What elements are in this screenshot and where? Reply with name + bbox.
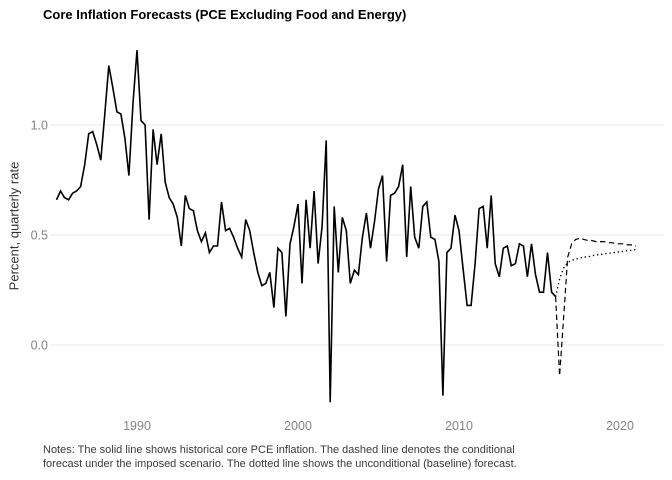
notes-line-2: forecast under the imposed scenario. The… (43, 457, 517, 470)
x-tick-label-2000: 2000 (284, 419, 312, 433)
x-tick-label-2010: 2010 (445, 419, 473, 433)
x-tick-label-1990: 1990 (123, 419, 151, 433)
y-tick-label-0.0: 0.0 (31, 338, 48, 352)
x-tick-label-2020: 2020 (606, 419, 634, 433)
chart-notes: Notes: The solid line shows historical c… (43, 444, 517, 471)
y-tick-label-1.0: 1.0 (31, 118, 48, 132)
series-line-dotted (554, 248, 637, 297)
notes-line-1: Notes: The solid line shows historical c… (43, 444, 515, 456)
series-line-dashed (555, 237, 637, 376)
series-line-solid (55, 50, 557, 403)
y-tick-label-0.5: 0.5 (31, 228, 48, 242)
chart-title: Core Inflation Forecasts (PCE Excluding … (43, 7, 407, 22)
y-axis-title: Percent, quarterly rate (6, 161, 22, 291)
